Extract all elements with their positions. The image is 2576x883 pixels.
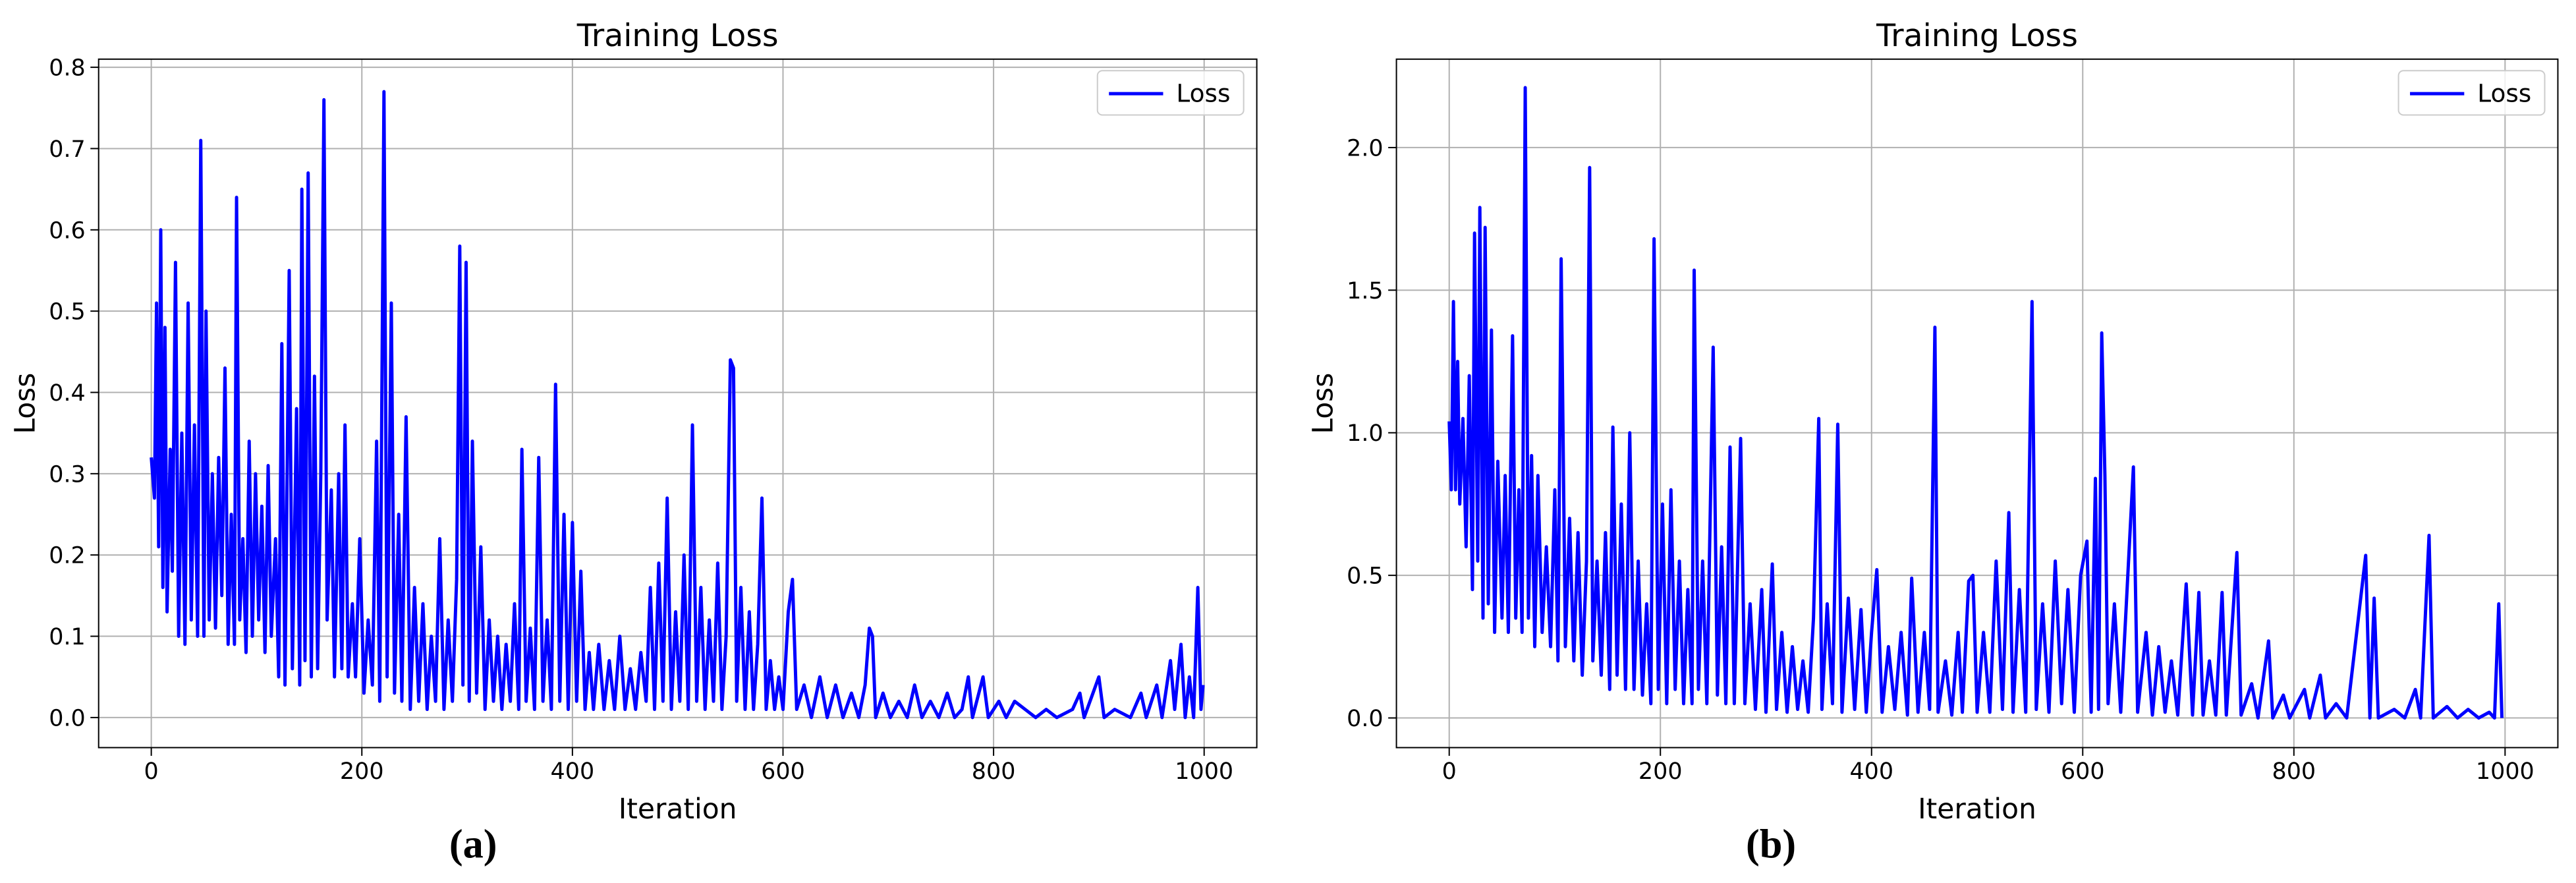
y-tick-label: 0.7 <box>49 136 86 163</box>
x-tick-label: 1000 <box>1175 758 1233 785</box>
y-axis-label: Loss <box>9 373 41 434</box>
x-tick-label: 400 <box>1849 758 1893 785</box>
loss-line <box>1447 86 2504 720</box>
axes-frame <box>1395 58 2559 749</box>
x-tick-label: 200 <box>340 758 384 785</box>
x-axis-label: Iteration <box>619 793 737 825</box>
x-tick-label: 800 <box>972 758 1016 785</box>
y-tick-label: 0.5 <box>49 299 86 326</box>
caption: (b) <box>1746 822 1796 867</box>
y-tick-label: 2.0 <box>1347 135 1384 161</box>
legend-box <box>1096 70 1245 116</box>
caption: (a) <box>449 822 497 867</box>
x-tick-label: 200 <box>1638 758 1683 785</box>
y-tick-label: 1.5 <box>1347 278 1384 304</box>
y-tick-label: 0.2 <box>49 543 86 569</box>
y-tick-label: 0.8 <box>49 55 86 82</box>
y-axis-label: Loss <box>1306 373 1339 434</box>
y-tick-label: 0.5 <box>1347 563 1384 590</box>
x-tick-label: 600 <box>761 758 805 785</box>
x-tick-label: 400 <box>551 758 595 785</box>
x-tick-label: 0 <box>144 758 159 785</box>
chart: 0 200 400 600 800 1000 0.0 0.5 1.0 1.5 2.0 Training… <box>1306 18 2559 867</box>
axes-frame <box>98 58 1258 749</box>
legend-box <box>2397 70 2546 116</box>
chart: 0 200 400 600 800 1000 0.0 0.1 0.2 0.3 0.4 0.5 0.6 0.… <box>9 18 1258 867</box>
x-axis-label: Iteration <box>1918 793 2036 825</box>
y-tick-label: 0.3 <box>49 461 86 488</box>
x-tick-label: 600 <box>2061 758 2105 785</box>
y-tick-label: 0.0 <box>49 705 86 731</box>
chart-title: Training Loss <box>576 18 779 54</box>
y-tick-label: 0.0 <box>1347 706 1384 732</box>
x-tick-label: 0 <box>1442 758 1457 785</box>
legend-label: Loss <box>1176 79 1230 108</box>
x-tick-label: 1000 <box>2476 758 2534 785</box>
y-tick-label: 0.1 <box>49 624 86 650</box>
chart-title: Training Loss <box>1876 18 2078 54</box>
y-tick-label: 0.6 <box>49 217 86 244</box>
legend-label: Loss <box>2477 79 2531 108</box>
x-tick-label: 800 <box>2272 758 2316 785</box>
y-tick-label: 1.0 <box>1347 420 1384 447</box>
loss-line <box>150 90 1205 720</box>
y-tick-label: 0.4 <box>49 380 86 407</box>
